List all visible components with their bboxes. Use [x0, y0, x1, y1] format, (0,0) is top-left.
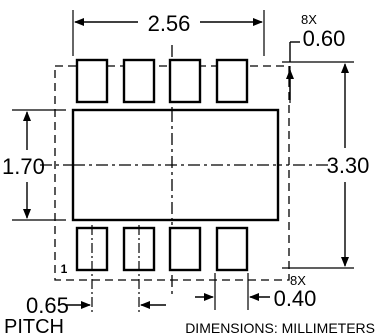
pad	[215, 58, 249, 104]
overall-width-label: 2.56	[148, 11, 191, 36]
units-note: DIMENSIONS: MILLIMETERS	[185, 320, 375, 335]
pin1-marker: 1	[61, 262, 68, 276]
top-pads	[75, 58, 249, 104]
pad-length-count: 8X	[301, 12, 317, 27]
overall-height-label: 3.30	[327, 153, 370, 178]
pad	[122, 58, 156, 104]
pad-width-label: 0.40	[274, 286, 317, 311]
pitch-label: 0.65	[26, 293, 69, 318]
pad	[75, 58, 109, 104]
pad	[168, 58, 202, 104]
pitch-caption: PITCH	[4, 316, 64, 335]
pad	[215, 226, 249, 272]
body-center-lines	[73, 110, 278, 220]
pad	[168, 226, 202, 272]
bottom-pads	[75, 226, 249, 272]
pad-width-count: 8X	[290, 273, 306, 288]
dimension-lines	[23, 18, 349, 309]
pad-length-label: 0.60	[303, 26, 346, 51]
pitch-center-lines	[91, 225, 140, 312]
body-height-label: 1.70	[2, 154, 45, 179]
